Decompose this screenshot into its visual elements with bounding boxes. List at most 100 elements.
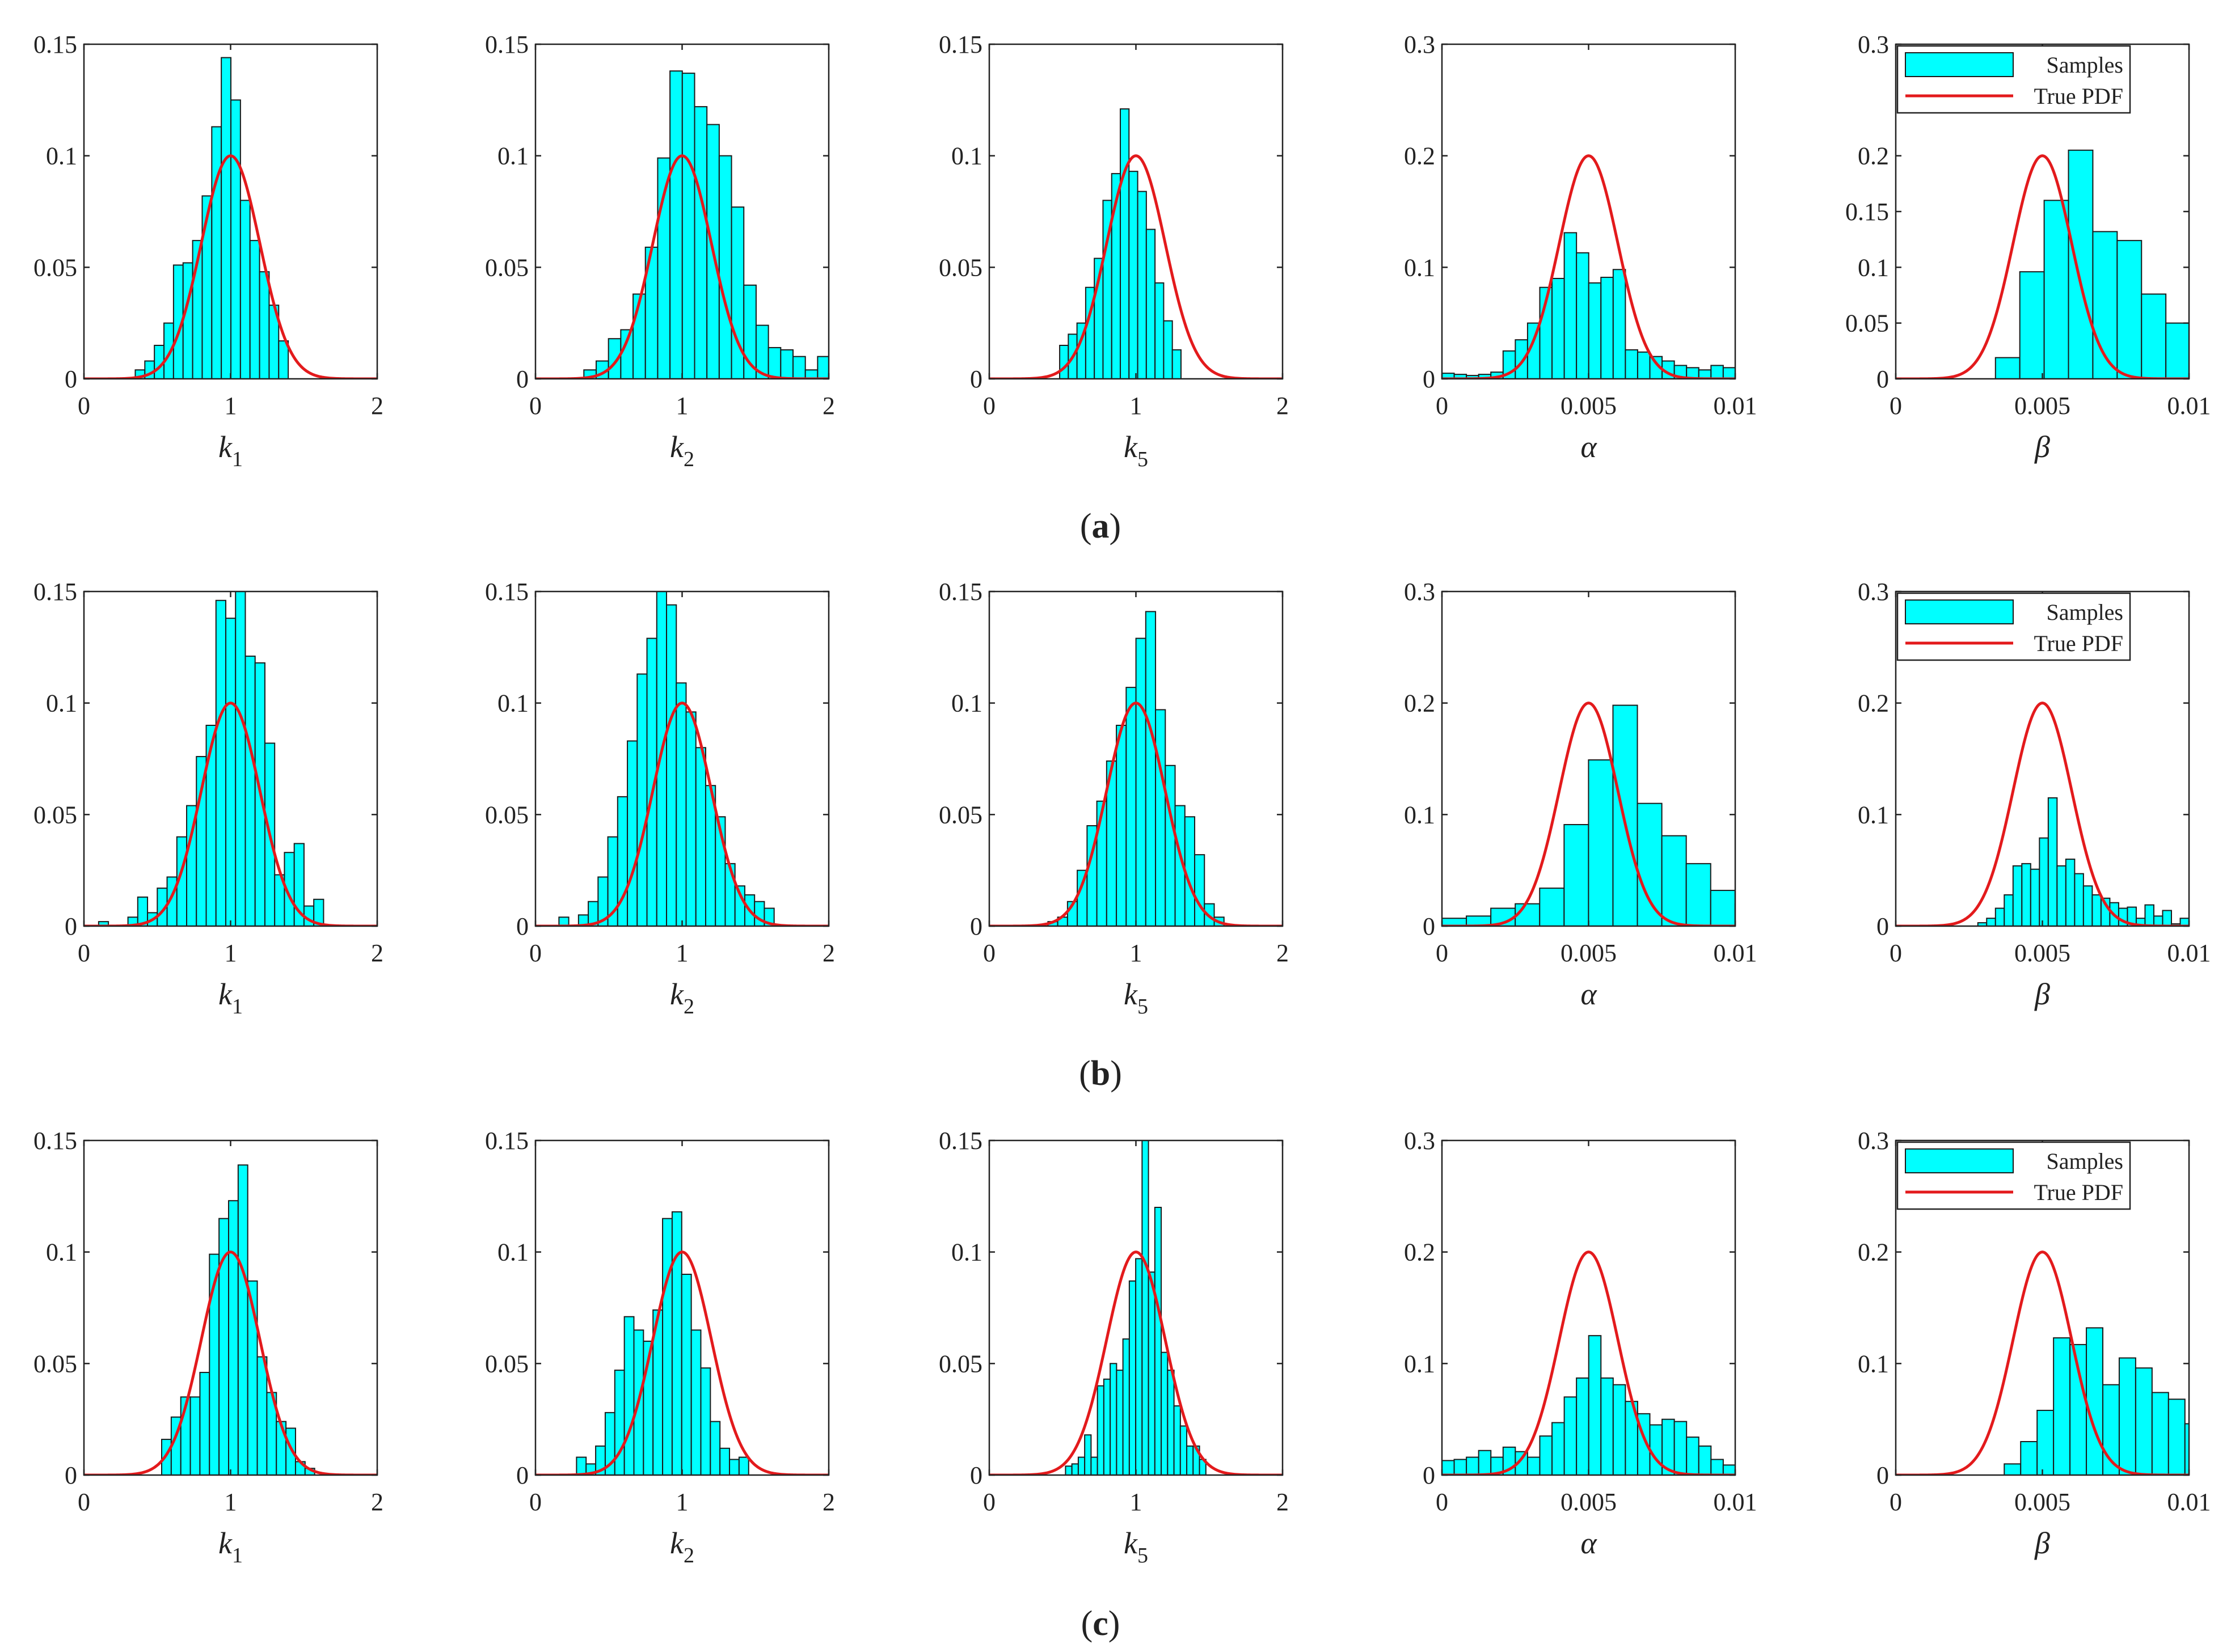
histogram-bar <box>2074 873 2084 926</box>
true-pdf-line <box>989 702 1283 926</box>
x-axis-label-subscript: 1 <box>232 1544 243 1568</box>
x-tick-label: 0 <box>529 1488 542 1516</box>
histogram-bar <box>1986 918 1996 926</box>
subplot-a-5: 0 0.005 0.01 0 0.05 0.1 0.15 0.2 0.3 β Samples True… <box>1845 31 2211 464</box>
histogram-bar <box>1600 1377 1614 1475</box>
subplot-c-4: 0 0.005 0.01 0 0.1 0.2 0.3 α <box>1404 1127 1757 1560</box>
true-pdf-line <box>989 154 1283 379</box>
histogram-bar <box>2004 894 2014 926</box>
histogram-bar <box>1563 232 1578 379</box>
y-tick-label: 0.2 <box>1404 142 1435 170</box>
y-tick-label: 0.3 <box>1858 1127 1889 1155</box>
histogram-bar <box>2004 1463 2022 1475</box>
x-axis-label: k5 <box>1124 1526 1148 1568</box>
x-axis-label-subscript: 5 <box>1137 1544 1148 1568</box>
x-tick-label: 0 <box>529 939 542 967</box>
histogram-bar <box>1137 191 1147 379</box>
histogram-bar <box>2141 293 2167 379</box>
histogram-bar <box>227 1200 239 1475</box>
x-tick-label: 1 <box>1130 939 1142 967</box>
histogram-bar <box>1588 1335 1602 1475</box>
histogram-bar <box>1551 278 1565 379</box>
y-tick-label: 0.1 <box>1404 253 1435 281</box>
y-tick-label: 0.3 <box>1858 31 1889 58</box>
histogram-bar <box>2082 885 2093 926</box>
histogram-bar <box>2019 271 2045 379</box>
histogram-bar <box>221 57 232 379</box>
x-axis-label-subscript: 2 <box>684 995 694 1019</box>
y-tick-label: 0.3 <box>1404 578 1435 606</box>
histogram-bar <box>2012 865 2023 926</box>
x-axis-label: k5 <box>1124 977 1148 1019</box>
subplot-a-3: 0 1 2 0 0.05 0.1 0.15 k5 <box>939 31 1289 471</box>
histogram-bar <box>1539 888 1565 926</box>
histogram-bar <box>724 863 736 926</box>
histogram-bars <box>1442 232 1735 379</box>
histogram-bar <box>681 1274 692 1475</box>
histogram-bar <box>1637 351 1651 379</box>
histogram-bar <box>1084 1434 1092 1475</box>
histogram-bar <box>1173 1405 1181 1475</box>
histogram-bar <box>1637 802 1663 926</box>
y-tick-label: 0 <box>1876 1461 1889 1489</box>
histogram-bar <box>1171 349 1182 379</box>
histogram-bar <box>256 1356 268 1475</box>
legend: Samples True PDF <box>1896 1141 2131 1210</box>
histogram-bar <box>1612 1384 1626 1475</box>
histogram-bar <box>1588 282 1602 379</box>
histogram-bar <box>617 796 629 926</box>
y-tick-label: 0.15 <box>33 578 77 606</box>
histogram-bar <box>1515 339 1528 379</box>
histogram-bar <box>1551 1422 1565 1475</box>
true-pdf-line <box>84 702 377 926</box>
histogram-bar <box>1154 282 1165 379</box>
x-axis-label-symbol: k <box>670 977 684 1011</box>
x-axis-label: β <box>2034 1526 2050 1560</box>
y-tick-label: 0.1 <box>46 1239 77 1266</box>
y-tick-label: 0.15 <box>939 578 982 606</box>
histogram-bar <box>1122 1338 1130 1475</box>
histogram-bar <box>2086 1327 2104 1475</box>
histogram-bar <box>1442 1460 1455 1475</box>
histogram-bar <box>719 1447 731 1475</box>
y-tick-label: 0.05 <box>939 801 982 829</box>
y-tick-label: 0.15 <box>485 1127 529 1155</box>
y-tick-label: 0.1 <box>497 142 529 170</box>
legend: Samples True PDF <box>1896 45 2131 114</box>
x-tick-label: 0.005 <box>2014 392 2070 420</box>
true-pdf-line <box>1442 702 1735 926</box>
subplot-c-5: 0 0.005 0.01 0 0.1 0.2 0.3 β Samples True PDF <box>1858 1127 2211 1560</box>
histogram-bar <box>1466 1456 1479 1475</box>
legend-samples-swatch <box>1905 599 2014 624</box>
panel-label-a: (a) <box>1080 507 1121 546</box>
legend-samples-swatch <box>1905 1148 2014 1173</box>
histogram-bar <box>1526 1456 1541 1475</box>
histogram-bar <box>1686 1436 1699 1475</box>
histogram-bar <box>1179 1425 1188 1475</box>
histogram-bar <box>1661 835 1687 926</box>
histogram-bar <box>2184 1423 2189 1475</box>
histogram-bar <box>205 725 217 926</box>
y-tick-label: 0.15 <box>485 578 529 606</box>
histogram-bar <box>225 618 237 926</box>
histogram-bar <box>1141 1140 1149 1475</box>
histogram-bar <box>1077 1456 1086 1475</box>
histogram-bar <box>189 1396 201 1475</box>
subplot-b-3: 0 1 2 0 0.05 0.1 0.15 k5 <box>939 578 1289 1019</box>
y-tick-label: 0.15 <box>485 31 529 58</box>
histogram-bar <box>1710 365 1724 379</box>
histogram-bar <box>1698 1445 1712 1475</box>
histogram-bar <box>2036 1409 2055 1475</box>
legend-pdf-label: True PDF <box>2034 83 2123 109</box>
histogram-bar <box>137 896 149 926</box>
x-tick-label: 1 <box>676 1488 689 1516</box>
histogram-bar <box>2047 797 2058 926</box>
y-tick-label: 0.1 <box>1858 1350 1889 1378</box>
x-axis-label: k1 <box>218 977 243 1019</box>
x-axis-label-symbol: β <box>2034 977 2050 1011</box>
legend-samples-label: Samples <box>2046 1148 2123 1174</box>
histogram-bar <box>313 898 324 926</box>
x-tick-label: 0.01 <box>1714 1488 1757 1516</box>
